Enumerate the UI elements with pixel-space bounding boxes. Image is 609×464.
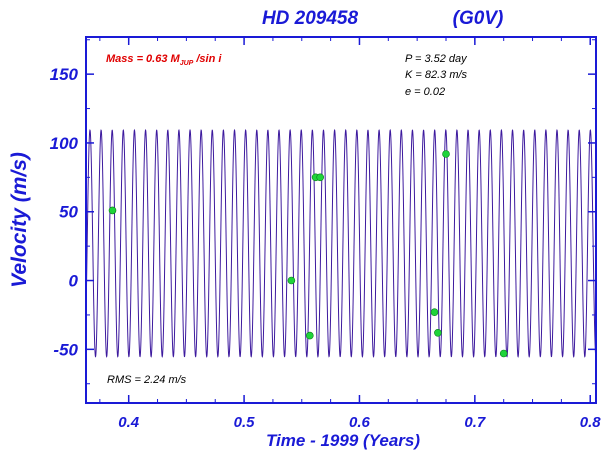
y-tick-label: 100 [50, 134, 79, 153]
y-axis-label: Velocity (m/s) [8, 152, 31, 288]
y-tick-label: -50 [53, 340, 78, 359]
period-annotation: P = 3.52 day [405, 53, 468, 65]
spectral-type-label: (G0V) [453, 8, 504, 29]
y-axis-ticks: -50 0 50 100 150 [50, 39, 596, 385]
y-tick-label: 0 [69, 272, 79, 291]
data-point [430, 308, 439, 317]
y-tick-label: 150 [50, 65, 79, 84]
x-tick-label: 0.5 [234, 414, 256, 431]
model-velocity-curve [87, 128, 595, 358]
data-points [108, 150, 508, 358]
data-point [442, 150, 450, 158]
data-point [287, 276, 296, 285]
data-point [434, 328, 442, 337]
rms-annotation: RMS = 2.24 m/s [107, 374, 187, 386]
chart-title: HD 209458 [262, 8, 359, 29]
mass-subscript: JUP [180, 60, 194, 67]
data-point [305, 331, 314, 340]
x-tick-label: 0.6 [349, 414, 371, 431]
mass-prefix: Mass = 0.63 M [106, 53, 181, 65]
x-tick-label: 0.7 [464, 414, 486, 431]
x-tick-label: 0.4 [118, 414, 140, 431]
eccentricity-annotation: e = 0.02 [405, 86, 445, 98]
amplitude-annotation: K = 82.3 m/s [405, 69, 468, 81]
data-point [108, 206, 117, 215]
y-tick-label: 50 [59, 203, 78, 222]
x-tick-label: 0.8 [580, 414, 602, 431]
x-axis-label: Time - 1999 (Years) [266, 431, 420, 450]
plot-frame [85, 36, 597, 404]
data-point [316, 173, 325, 182]
data-point [499, 349, 508, 358]
mass-annotation: Mass = 0.63 MJUP /sin i [106, 53, 222, 67]
x-axis-ticks: 0.4 0.5 0.6 0.7 0.8 [99, 37, 602, 431]
mass-suffix: /sin i [193, 53, 222, 65]
